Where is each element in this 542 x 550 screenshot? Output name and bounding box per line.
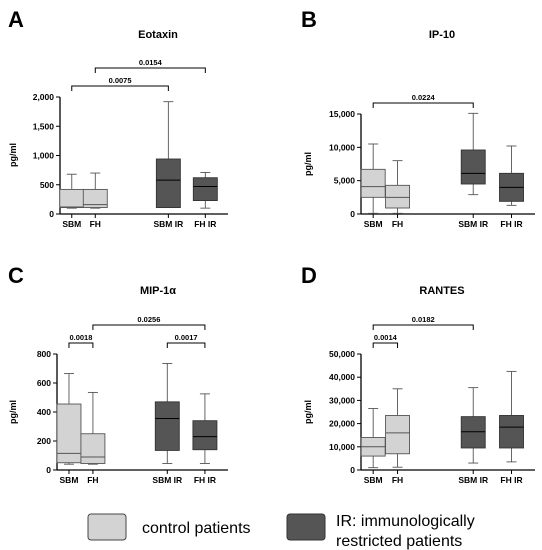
y-tick-label: 0 — [46, 465, 51, 475]
significance-bracket — [372, 342, 399, 348]
significance-bracket — [372, 102, 474, 108]
legend-label-ir-line2: restricted patients — [336, 533, 462, 550]
y-tick-label: 800 — [37, 349, 51, 359]
panel-title: MIP-1α — [140, 285, 176, 297]
panel-title: IP-10 — [429, 29, 455, 41]
box-fh-ir — [192, 420, 218, 451]
category-label: SBM — [364, 219, 383, 229]
y-tick-label: 400 — [37, 407, 51, 417]
box-fh — [82, 188, 108, 209]
y-tick-label: 200 — [37, 436, 51, 446]
panel-letter: B — [301, 7, 317, 32]
y-axis-label: pg/ml — [8, 400, 18, 424]
category-label: FH — [392, 475, 403, 485]
category-label: SBM IR — [152, 475, 182, 485]
panel-title: RANTES — [419, 285, 464, 297]
box-sbm-ir — [155, 158, 181, 209]
box-sbm — [56, 403, 82, 464]
p-value-label: 0.0017 — [175, 333, 198, 342]
panel-title: Eotaxin — [138, 29, 178, 41]
box-sbm-ir — [154, 401, 180, 451]
y-tick-label: 1,500 — [33, 121, 55, 131]
category-label: FH IR — [500, 219, 522, 229]
y-tick-label: 50,000 — [329, 349, 355, 359]
category-label: SBM — [60, 475, 79, 485]
panel-letter: C — [8, 263, 24, 288]
significance-bracket — [166, 342, 206, 348]
box-sbm-ir — [460, 416, 486, 449]
y-tick-label: 10,000 — [329, 442, 355, 452]
box-sbm — [59, 188, 85, 209]
y-tick-label: 0 — [350, 209, 355, 219]
category-label: FH — [90, 219, 101, 229]
y-tick-label: 1,000 — [33, 151, 55, 161]
p-value-label: 0.0224 — [412, 93, 436, 102]
y-tick-label: 0 — [49, 209, 54, 219]
y-tick-label: 20,000 — [329, 419, 355, 429]
panel-d: D RANTES pg/ml 0 10,000 20,000 30,000 40,000 50,… — [301, 263, 535, 485]
panel-a: A Eotaxin pg/ml 0 500 1,000 1,500 2,000 SBM FH SBM… — [8, 7, 228, 229]
significance-bracket — [92, 324, 206, 330]
category-label: FH IR — [194, 475, 216, 485]
y-tick-label: 10,000 — [329, 142, 355, 152]
box-fh-ir — [192, 177, 218, 201]
p-value-label: 0.0018 — [69, 333, 92, 342]
panel-c: C MIP-1α pg/ml 0 200 400 600 800 SBM FH SBM IR FH I… — [8, 263, 228, 485]
box-fh — [385, 184, 410, 209]
y-axis-label: pg/ml — [8, 143, 18, 167]
significance-bracket — [372, 324, 474, 330]
y-tick-label: 600 — [37, 378, 51, 388]
significance-bracket — [68, 342, 94, 348]
box-fh — [385, 415, 410, 455]
category-label: FH — [392, 219, 403, 229]
p-value-label: 0.0075 — [109, 76, 132, 85]
legend: control patients IR: immunologically res… — [87, 513, 475, 550]
significance-bracket — [94, 67, 206, 73]
category-label: SBM — [62, 219, 81, 229]
box-sbm — [360, 168, 386, 198]
box-sbm-ir — [460, 149, 486, 185]
legend-swatch-ir — [286, 513, 326, 541]
panels: A Eotaxin pg/ml 0 500 1,000 1,500 2,000 SBM FH SBM… — [8, 7, 535, 485]
category-label: SBM — [364, 475, 383, 485]
panel-letter: D — [301, 263, 317, 288]
y-tick-label: 500 — [40, 180, 54, 190]
legend-label-control: control patients — [142, 520, 251, 537]
category-label: FH IR — [500, 475, 522, 485]
category-label: SBM IR — [458, 219, 488, 229]
category-label: SBM IR — [458, 475, 488, 485]
legend-label-ir-line1: IR: immunologically — [336, 513, 475, 530]
y-tick-label: 15,000 — [329, 109, 355, 119]
y-tick-label: 5,000 — [334, 176, 356, 186]
y-axis-label: pg/ml — [303, 152, 313, 176]
box-fh-ir — [499, 415, 524, 449]
panel-letter: A — [8, 7, 24, 32]
y-tick-label: 0 — [350, 465, 355, 475]
category-label: FH — [87, 475, 98, 485]
p-value-label: 0.0182 — [412, 315, 435, 324]
category-label: SBM IR — [153, 219, 183, 229]
y-tick-label: 2,000 — [33, 92, 55, 102]
legend-swatch-control — [87, 513, 127, 541]
p-value-label: 0.0256 — [137, 315, 160, 324]
p-value-label: 0.0014 — [374, 333, 398, 342]
panel-b: B IP-10 pg/ml 0 5,000 10,000 15,000 SBM FH SBM IR… — [301, 7, 535, 229]
box-fh — [80, 433, 106, 464]
y-tick-label: 30,000 — [329, 395, 355, 405]
p-value-label: 0.0154 — [139, 58, 163, 67]
y-tick-label: 40,000 — [329, 372, 355, 382]
y-axis-label: pg/ml — [303, 400, 313, 424]
significance-bracket — [71, 85, 169, 91]
category-label: FH IR — [194, 219, 216, 229]
